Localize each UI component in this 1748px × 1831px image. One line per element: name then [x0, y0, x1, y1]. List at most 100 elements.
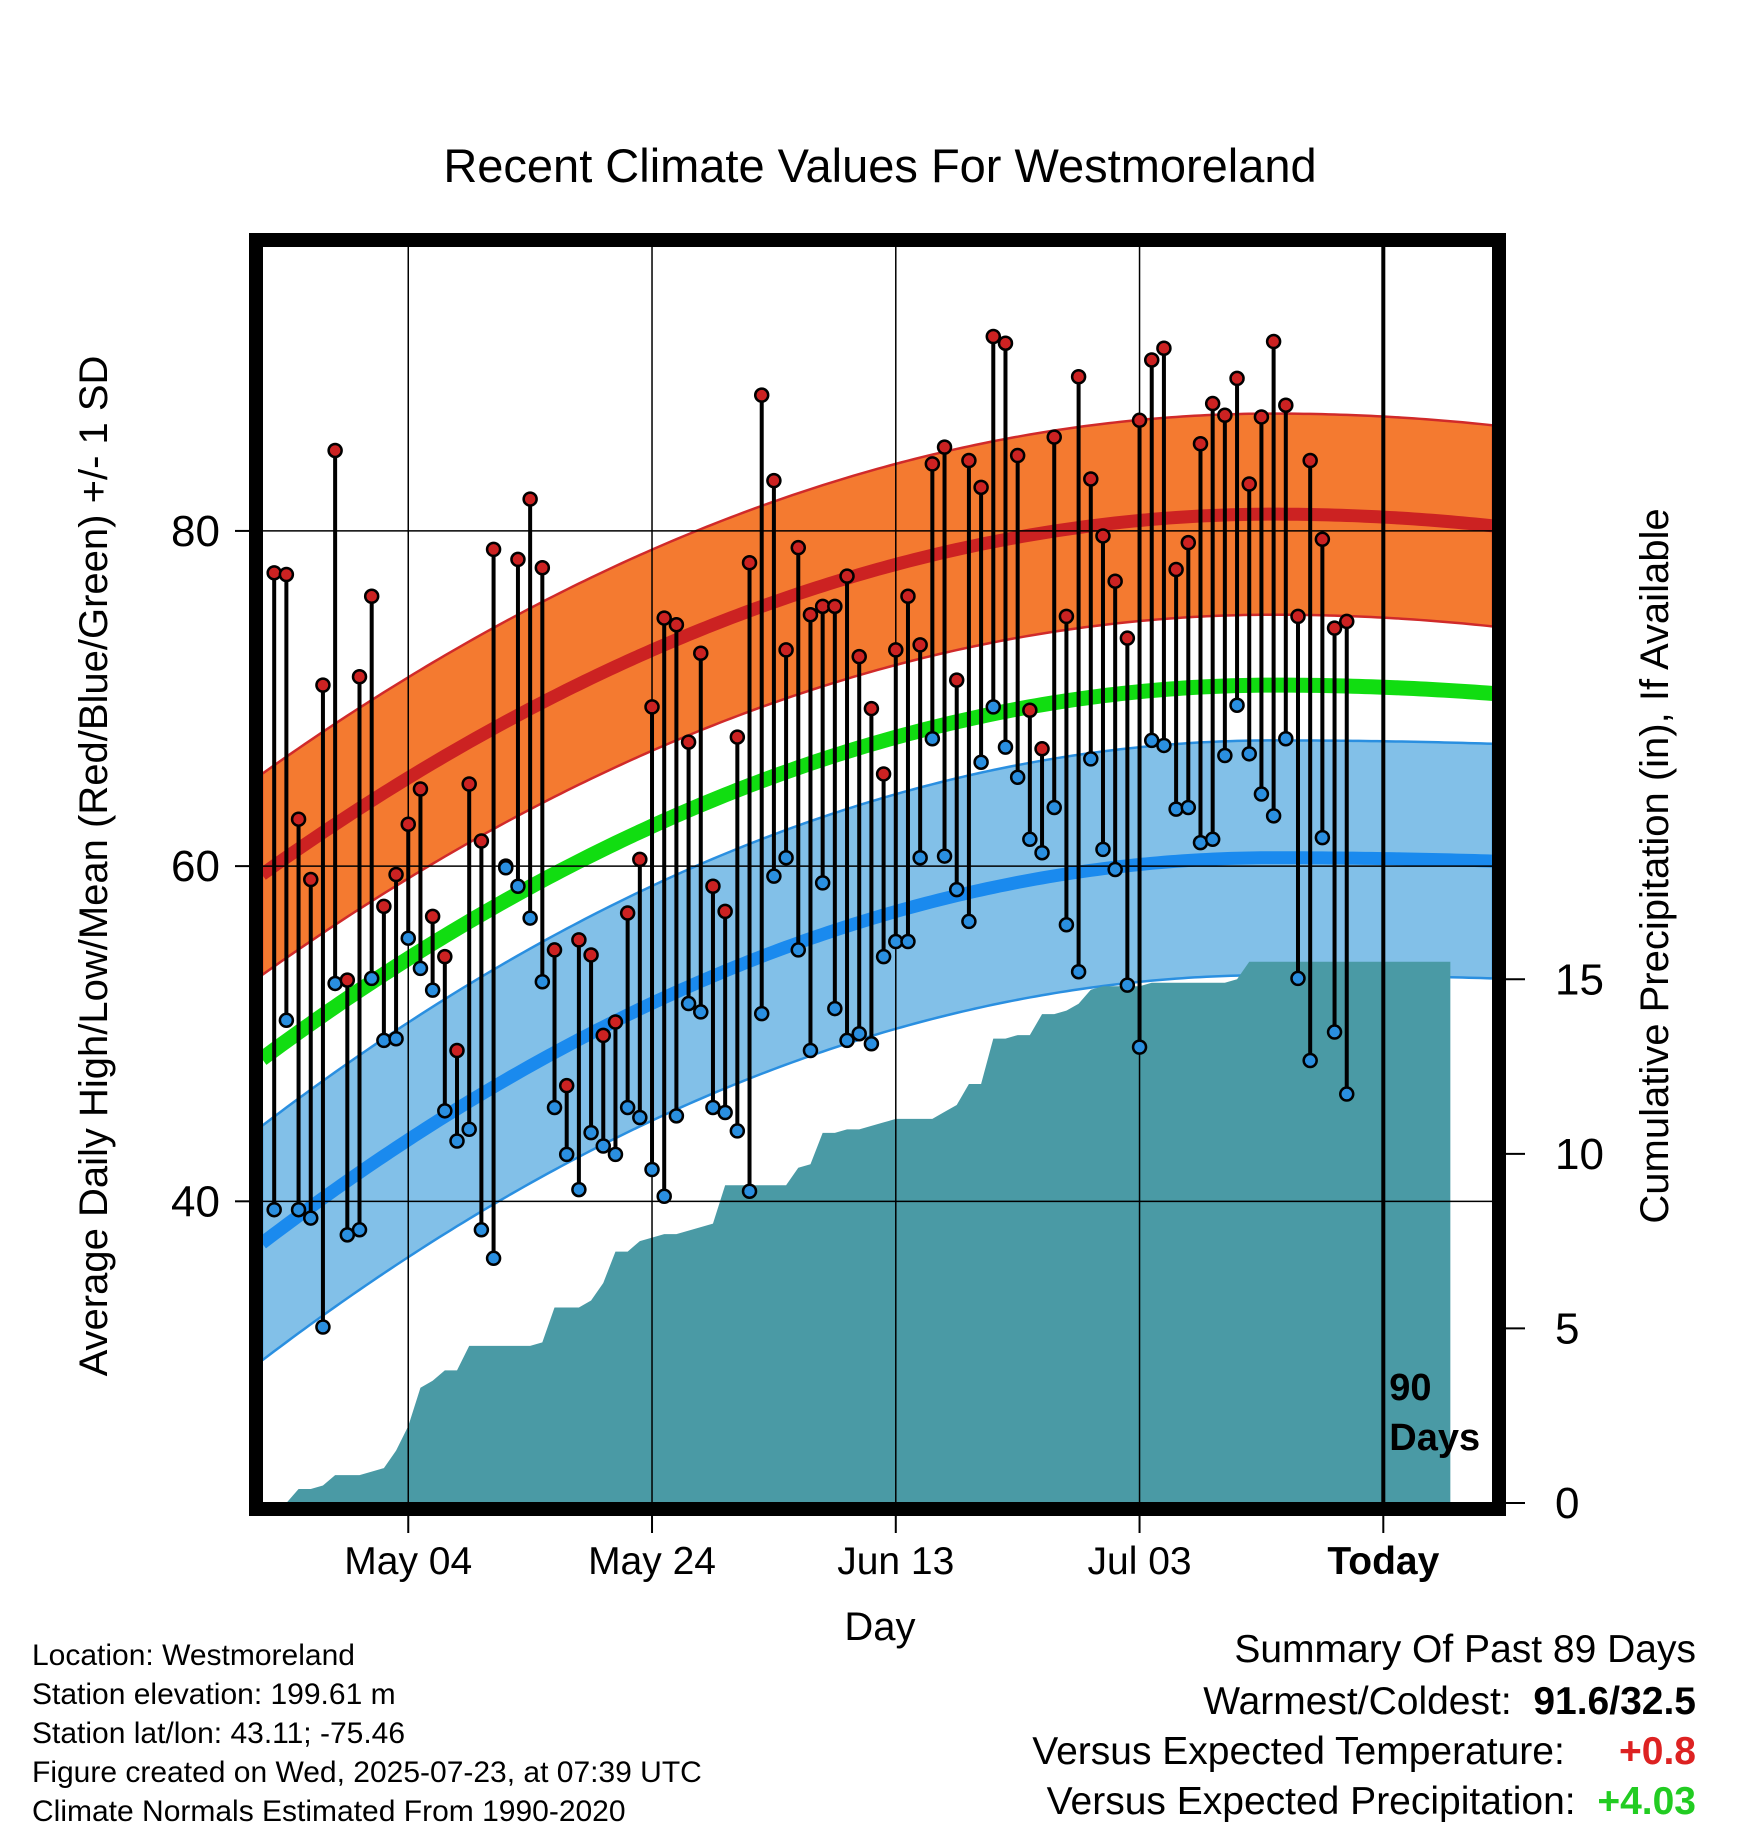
high-point — [729, 729, 746, 745]
high-point — [315, 677, 331, 693]
precip-area — [274, 961, 1451, 1503]
high-point — [827, 598, 843, 615]
high-point — [1229, 370, 1245, 387]
high-point — [266, 565, 282, 581]
high-point — [510, 551, 526, 568]
y2-axis-label: Cumulative Precipitation (in), If Availa… — [1633, 508, 1677, 1223]
high-point — [1265, 333, 1282, 350]
low-point — [1302, 1052, 1318, 1069]
high-point — [753, 387, 770, 403]
high-point — [985, 328, 1002, 345]
summary-precip-value: +4.03 — [1597, 1780, 1696, 1823]
low-point — [558, 1146, 575, 1163]
high-point — [912, 637, 928, 653]
high-point — [1058, 608, 1075, 625]
low-point — [961, 913, 977, 930]
low-point — [839, 1032, 855, 1049]
x-tick-label: May 04 — [344, 1540, 472, 1583]
low-point — [412, 960, 429, 977]
high-point — [741, 555, 758, 571]
normal-high-line — [258, 507, 1494, 880]
low-point — [351, 1222, 368, 1238]
low-point — [985, 699, 1002, 715]
high-point — [1338, 613, 1355, 630]
high-point — [900, 588, 916, 605]
high-point — [558, 1077, 575, 1094]
low-point — [1314, 829, 1331, 846]
y-axis-label: Average Daily High/Low/Mean (Red/Blue/Gr… — [72, 356, 116, 1377]
summary-precip: Versus Expected Precipitation: +4.03 — [1047, 1780, 1696, 1824]
low-point — [1107, 861, 1123, 878]
high-point — [863, 700, 880, 717]
low-point — [1083, 751, 1099, 767]
low-point — [619, 1099, 636, 1116]
high-point — [1143, 352, 1160, 368]
high-point — [449, 1042, 465, 1059]
low-point — [388, 1030, 404, 1047]
low-point — [1095, 841, 1111, 858]
high-point — [1253, 409, 1270, 425]
low-point — [1022, 831, 1038, 848]
low-point — [1070, 963, 1087, 980]
high-point — [961, 452, 977, 469]
y-tick-label: 60 — [171, 842, 220, 891]
summary-heading: Summary Of Past 89 Days — [1234, 1628, 1696, 1671]
low-point — [449, 1133, 465, 1149]
high-point — [1107, 573, 1123, 589]
summary-warm-cold-label: Warmest/Coldest: — [1203, 1680, 1512, 1723]
low-point — [1119, 977, 1136, 993]
high-point — [1217, 407, 1233, 424]
low-point — [778, 849, 794, 866]
low-point — [498, 860, 514, 876]
high-point — [351, 668, 368, 685]
low-point — [1217, 747, 1233, 764]
x-tick-label: Today — [1327, 1540, 1439, 1583]
high-point — [303, 871, 319, 888]
low-point — [1265, 808, 1282, 824]
high-point — [778, 642, 794, 658]
high-point — [632, 851, 648, 868]
high-point — [1131, 412, 1148, 429]
high-point — [1302, 452, 1318, 469]
x-tick-label: Jul 03 — [1088, 1540, 1192, 1583]
y2-tick-label: 5 — [1555, 1304, 1579, 1353]
low-point — [900, 933, 916, 950]
high-point — [607, 1014, 624, 1030]
high-point — [1156, 340, 1172, 356]
y2-tick-label: 15 — [1555, 955, 1604, 1004]
today-label: 90 — [1389, 1367, 1431, 1409]
low-point — [1338, 1086, 1355, 1102]
low-point — [607, 1146, 624, 1163]
x-tick-label: Jun 13 — [837, 1540, 954, 1583]
plot-frame — [249, 233, 1506, 1516]
low-point — [814, 875, 831, 891]
high-point — [1009, 447, 1026, 464]
low-point — [303, 1210, 319, 1226]
low-point — [717, 1104, 733, 1121]
high-point — [1046, 429, 1062, 445]
low-point — [1253, 786, 1270, 802]
low-point — [632, 1109, 648, 1126]
low-point — [278, 1012, 295, 1029]
high-point — [1290, 608, 1306, 625]
high-point — [1314, 531, 1331, 548]
high-point — [388, 866, 404, 883]
low-point — [802, 1042, 819, 1059]
high-point — [936, 439, 953, 455]
high-point — [1241, 476, 1257, 492]
high-point — [522, 491, 538, 507]
high-point — [327, 442, 343, 459]
high-point — [1192, 436, 1209, 452]
low-point — [290, 1201, 307, 1218]
high-point — [656, 610, 672, 626]
high-point — [583, 947, 599, 963]
low-point — [1229, 697, 1245, 713]
high-point — [290, 811, 307, 827]
high-point — [595, 1027, 612, 1044]
low-point — [546, 1099, 563, 1116]
low-point — [851, 1025, 867, 1042]
low-point — [973, 754, 989, 770]
low-point — [1034, 844, 1050, 861]
normal-low-line — [258, 851, 1494, 1249]
